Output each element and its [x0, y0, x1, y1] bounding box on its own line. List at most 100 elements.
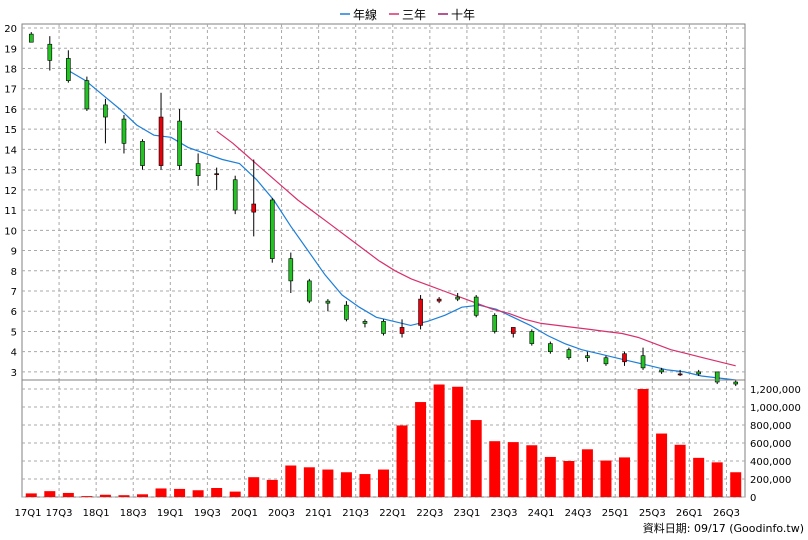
candle-body — [696, 371, 701, 375]
candle — [436, 297, 442, 304]
volume-bar — [229, 491, 241, 497]
candle-body — [677, 373, 683, 376]
candle — [585, 351, 590, 362]
candle-body — [548, 343, 553, 352]
candle — [418, 295, 423, 330]
candle — [510, 327, 516, 338]
source-note: 資料日期: 09/17 (Goodinfo.tw) — [643, 521, 804, 535]
legend-label-2: 十年 — [451, 8, 475, 22]
x-tick-label: 25Q3 — [639, 508, 666, 519]
volume-bar — [656, 433, 668, 497]
price-tick-label: 9 — [11, 247, 17, 258]
candle — [696, 369, 701, 376]
candle — [548, 341, 553, 354]
price-tick-label: 20 — [4, 24, 17, 35]
candle — [344, 301, 349, 322]
candle — [66, 50, 71, 83]
x-tick-label: 19Q1 — [157, 508, 184, 519]
candle-body — [585, 355, 590, 359]
candle — [269, 197, 275, 263]
volume-bars — [25, 384, 742, 497]
x-tick-label: 23Q1 — [453, 508, 480, 519]
candle-body — [418, 298, 423, 326]
volume-bar — [62, 492, 74, 497]
candle-body — [733, 381, 739, 385]
volume-tick-label: 0 — [750, 493, 756, 504]
candle — [158, 92, 164, 170]
x-tick-label: 20Q1 — [231, 508, 258, 519]
candle-body — [566, 349, 572, 359]
volume-bar — [396, 425, 408, 497]
candle — [677, 369, 683, 376]
x-tick-label: 22Q3 — [416, 508, 443, 519]
candle-body — [622, 353, 627, 363]
volume-bar — [285, 465, 297, 497]
candle-body — [455, 296, 460, 300]
volume-bar — [359, 474, 371, 497]
candle — [529, 329, 535, 346]
candle-body — [399, 327, 405, 334]
price-tick-label: 10 — [4, 226, 17, 237]
candlesticks — [28, 32, 739, 387]
candle — [492, 313, 498, 334]
candle-body — [288, 258, 294, 282]
candle-body — [344, 304, 349, 320]
price-tick-label: 8 — [11, 267, 17, 278]
volume-panel: 0 200,000 400,000 600,000 800,000 1,000,000 1,… — [21, 379, 801, 504]
candle-body — [251, 203, 257, 213]
candle-body — [659, 369, 664, 373]
volume-bar — [452, 386, 464, 497]
volume-bar — [600, 460, 612, 497]
volume-bar — [637, 389, 649, 497]
candle — [714, 371, 720, 385]
volume-bar — [489, 441, 501, 497]
price-tick-label: 14 — [4, 145, 17, 156]
x-tick-label: 21Q1 — [305, 508, 332, 519]
x-tick-label: 23Q3 — [491, 508, 518, 519]
volume-tick-label: 800,000 — [750, 421, 791, 432]
candle-body — [47, 43, 53, 61]
volume-bar — [693, 457, 705, 497]
volume-bar — [211, 488, 223, 497]
price-tick-label: 18 — [4, 65, 17, 76]
volume-tick-label: 1,000,000 — [750, 403, 801, 414]
volume-bar — [730, 472, 742, 497]
candle — [566, 347, 572, 360]
candle — [640, 347, 646, 370]
candle — [733, 380, 739, 387]
candle — [307, 278, 312, 304]
legend-label-0: 年線 — [353, 7, 377, 22]
volume-bar — [581, 449, 593, 497]
x-tick-label: 26Q3 — [713, 508, 740, 519]
candle — [84, 76, 90, 111]
candle-body — [436, 298, 442, 302]
candle — [659, 367, 664, 374]
price-tick-label: 17 — [4, 85, 17, 96]
x-tick-label: 24Q3 — [565, 508, 592, 519]
volume-bar — [470, 420, 482, 497]
volume-bar — [303, 467, 315, 497]
candle-body — [362, 321, 368, 324]
price-tick-label: 16 — [4, 105, 17, 116]
candle — [214, 167, 219, 190]
volume-bar — [526, 445, 538, 497]
price-tick-label: 7 — [11, 287, 17, 298]
candle-body — [214, 173, 219, 175]
x-tick-label: 21Q3 — [342, 508, 369, 519]
price-tick-label: 12 — [4, 186, 17, 197]
price-tick-label: 5 — [11, 327, 17, 338]
candle — [399, 319, 405, 338]
x-tick-label: 17Q3 — [46, 508, 73, 519]
volume-bar — [99, 494, 111, 497]
x-tick-label: 18Q3 — [120, 508, 147, 519]
candle — [473, 295, 479, 318]
candle-body — [121, 118, 127, 144]
candle — [251, 159, 257, 237]
price-tick-label: 3 — [11, 368, 17, 379]
volume-tick-label: 400,000 — [750, 457, 791, 468]
volume-bar — [563, 461, 575, 497]
volume-bar — [155, 488, 167, 497]
candle-body — [195, 163, 201, 177]
volume-bar — [137, 494, 148, 497]
